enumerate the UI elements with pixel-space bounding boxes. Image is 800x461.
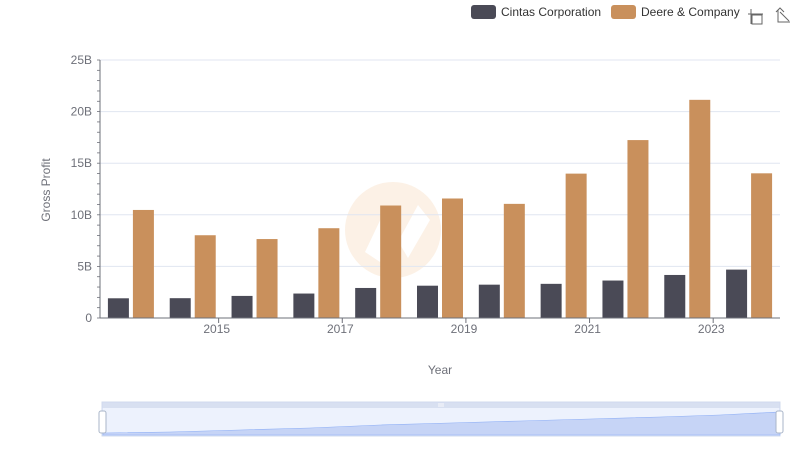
datazoom-handle-left[interactable] <box>98 410 107 434</box>
bar-deere-2021[interactable] <box>565 173 587 318</box>
x-tick-label: 2017 <box>327 322 354 336</box>
y-tick-label: 0 <box>85 311 92 325</box>
legend-item-deere[interactable]: Deere & Company <box>611 5 740 19</box>
bar-cintas-2023[interactable] <box>664 274 686 318</box>
bar-cintas-2018[interactable] <box>355 287 377 318</box>
bar-deere-2023[interactable] <box>689 99 711 318</box>
bar-cintas-2017[interactable] <box>293 293 315 318</box>
bar-cintas-2024[interactable] <box>726 269 748 318</box>
legend-swatch-cintas <box>471 5 496 19</box>
datazoom-handle-right[interactable] <box>775 410 784 434</box>
x-tick-label: 2019 <box>451 322 478 336</box>
bar-deere-2024[interactable] <box>751 173 773 318</box>
y-tick-label: 10B <box>71 208 92 222</box>
bar-cintas-2014[interactable] <box>107 298 129 318</box>
y-tick-label: 15B <box>71 156 92 170</box>
bar-cintas-2015[interactable] <box>169 298 191 318</box>
bar-deere-2015[interactable] <box>194 235 216 318</box>
datazoom-slider[interactable] <box>98 401 784 437</box>
y-tick-label: 25B <box>71 53 92 67</box>
bar-deere-2017[interactable] <box>318 228 340 318</box>
bar-deere-2014[interactable] <box>132 209 154 318</box>
bar-deere-2019[interactable] <box>442 198 463 318</box>
legend-item-cintas[interactable]: Cintas Corporation <box>471 5 601 19</box>
legend-label-deere: Deere & Company <box>641 5 740 19</box>
legend: Cintas Corporation Deere & Company <box>471 5 740 19</box>
grid-lines <box>100 59 780 267</box>
x-tick-label: 2023 <box>698 322 725 336</box>
bars <box>107 99 773 318</box>
legend-label-cintas: Cintas Corporation <box>501 5 601 19</box>
axes: 0 5B 10B 15B 20B 25B 2015 2017 2019 2021 2023 <box>71 53 780 336</box>
y-tick-label: 5B <box>77 259 92 273</box>
zoom-icon[interactable] <box>748 9 763 25</box>
bar-cintas-2016[interactable] <box>231 295 253 318</box>
y-axis-title: Gross Profit <box>39 158 53 222</box>
y-tick-label: 20B <box>71 105 92 119</box>
x-axis-title: Year <box>428 363 452 377</box>
bar-deere-2016[interactable] <box>256 239 278 318</box>
bar-deere-2018[interactable] <box>380 205 402 318</box>
bar-cintas-2020[interactable] <box>478 284 500 318</box>
legend-swatch-deere <box>611 5 636 19</box>
x-tick-label: 2015 <box>203 322 230 336</box>
bar-deere-2022[interactable] <box>627 140 649 318</box>
x-tick-label: 2021 <box>574 322 601 336</box>
bar-cintas-2022[interactable] <box>602 280 624 318</box>
datazoom-grip-icon <box>438 403 444 407</box>
bar-deere-2020[interactable] <box>503 203 525 318</box>
bar-cintas-2021[interactable] <box>540 283 562 318</box>
restore-icon[interactable] <box>775 7 790 23</box>
bar-cintas-2019[interactable] <box>417 285 438 318</box>
